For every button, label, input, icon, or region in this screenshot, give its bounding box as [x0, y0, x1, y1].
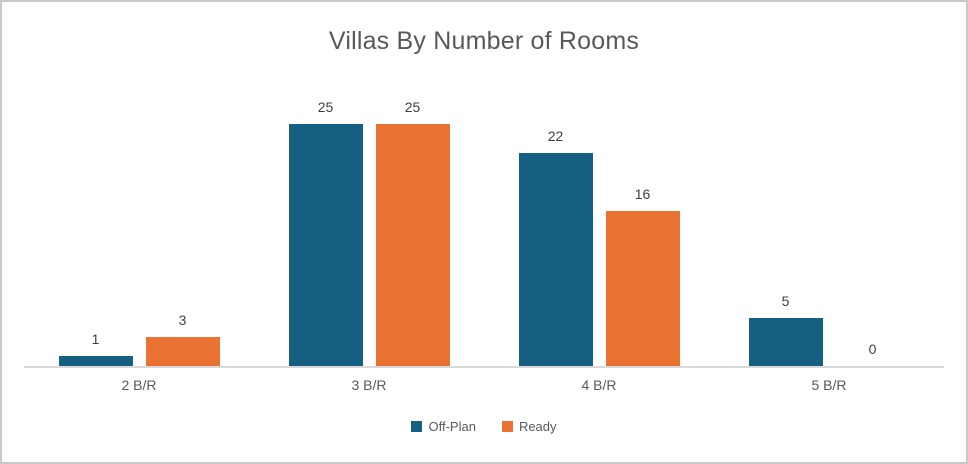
bar-value-label: 25	[317, 99, 334, 115]
bar-group: 25 25	[254, 70, 484, 366]
legend-item-off-plan: Off-Plan	[411, 419, 476, 434]
bar-column: 22	[518, 128, 593, 366]
bar-column: 3	[145, 312, 220, 366]
category-axis: 2 B/R 3 B/R 4 B/R 5 B/R	[24, 368, 944, 393]
legend-item-ready: Ready	[501, 419, 557, 434]
bar	[58, 356, 133, 366]
category-label: 2 B/R	[121, 377, 157, 393]
bar	[748, 318, 823, 366]
bar-column: 0	[836, 341, 910, 366]
bar-column: 5	[748, 293, 823, 366]
bar	[288, 124, 363, 366]
plot-area: 1 3 25 25 22 16 5 0	[24, 70, 944, 368]
legend: Off-Plan Ready	[2, 419, 966, 434]
category-label: 4 B/R	[581, 377, 617, 393]
bar-value-label: 25	[404, 99, 421, 115]
bar-value-label: 5	[781, 293, 790, 309]
bar	[518, 153, 593, 366]
bar	[375, 124, 450, 366]
category-label: 5 B/R	[811, 377, 847, 393]
category-label: 3 B/R	[351, 377, 387, 393]
bar-column: 25	[288, 99, 363, 366]
legend-label-off-plan: Off-Plan	[428, 419, 476, 434]
bar-column: 1	[58, 331, 133, 366]
bar-value-label: 22	[547, 128, 564, 144]
legend-swatch-ready-icon	[501, 421, 513, 432]
legend-swatch-off-plan-icon	[411, 421, 423, 432]
bar-column: 25	[375, 99, 450, 366]
bar-value-label: 16	[634, 186, 651, 202]
bar-group: 22 16	[484, 70, 714, 366]
bar-value-label: 0	[868, 341, 877, 357]
bar	[605, 211, 680, 366]
bar-value-label: 3	[178, 312, 187, 328]
chart-title: Villas By Number of Rooms	[328, 27, 640, 55]
bar-value-label: 1	[91, 331, 100, 347]
bar	[145, 337, 220, 366]
bar-column: 16	[605, 186, 680, 366]
legend-label-ready: Ready	[518, 419, 557, 434]
